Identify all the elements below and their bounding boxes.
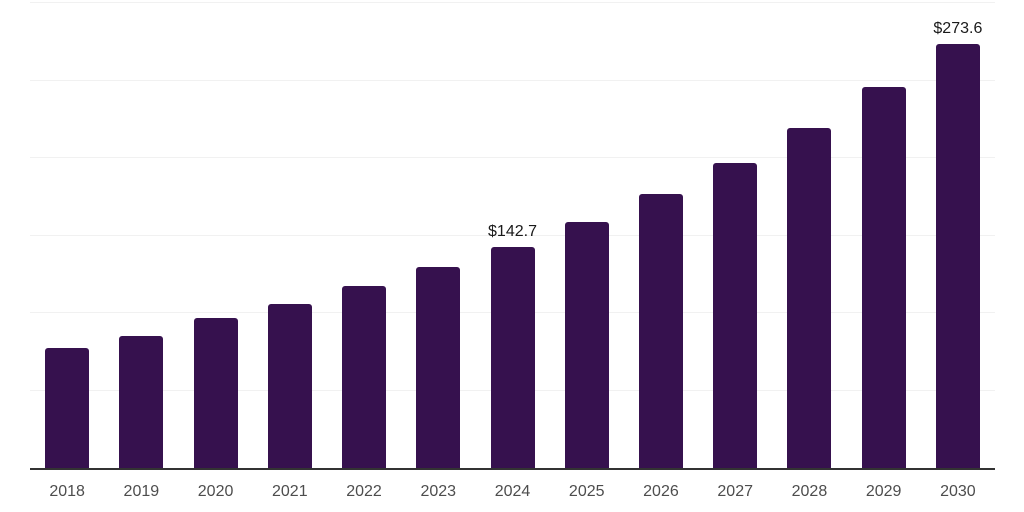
bar-2024[interactable] bbox=[490, 246, 535, 468]
bar-2029[interactable] bbox=[861, 86, 906, 468]
value-label-2030: $273.6 bbox=[933, 19, 983, 37]
bar-2028[interactable] bbox=[787, 128, 832, 468]
x-tick-label-2021: 2021 bbox=[272, 483, 308, 500]
x-tick-label-2022: 2022 bbox=[346, 483, 382, 500]
bar-2022[interactable] bbox=[342, 286, 387, 468]
bar-2026[interactable] bbox=[638, 193, 683, 468]
x-tick-label-2029: 2029 bbox=[865, 483, 902, 500]
gridline bbox=[30, 2, 995, 3]
gridline bbox=[30, 234, 995, 236]
x-tick-label-2020: 2020 bbox=[197, 483, 234, 500]
bar-2021[interactable] bbox=[267, 303, 312, 468]
x-tick-label-2019: 2019 bbox=[123, 483, 160, 500]
x-tick-label-2030: 2030 bbox=[940, 483, 976, 500]
x-tick-label-2018: 2018 bbox=[49, 483, 85, 500]
gridline bbox=[30, 157, 995, 158]
gridline bbox=[30, 79, 995, 81]
x-tick-label-2025: 2025 bbox=[568, 483, 605, 500]
bar-2018[interactable] bbox=[45, 347, 90, 468]
bar-2023[interactable] bbox=[416, 267, 461, 468]
value-label-2024: $142.7 bbox=[488, 222, 537, 240]
x-tick-label-2024: 2024 bbox=[494, 483, 531, 500]
bar-2020[interactable] bbox=[193, 318, 238, 468]
bar-2030[interactable] bbox=[935, 43, 980, 468]
x-tick-label-2027: 2027 bbox=[717, 483, 753, 500]
x-tick-label-2028: 2028 bbox=[791, 483, 828, 500]
x-tick-label-2026: 2026 bbox=[643, 483, 679, 500]
bar-2027[interactable] bbox=[713, 162, 758, 468]
chart-plot-area: $142.7 $273.6 bbox=[30, 0, 995, 468]
x-axis-line bbox=[30, 468, 995, 470]
bar-2025[interactable] bbox=[564, 222, 609, 468]
x-tick-label-2023: 2023 bbox=[420, 483, 457, 500]
bar-2019[interactable] bbox=[119, 336, 164, 468]
